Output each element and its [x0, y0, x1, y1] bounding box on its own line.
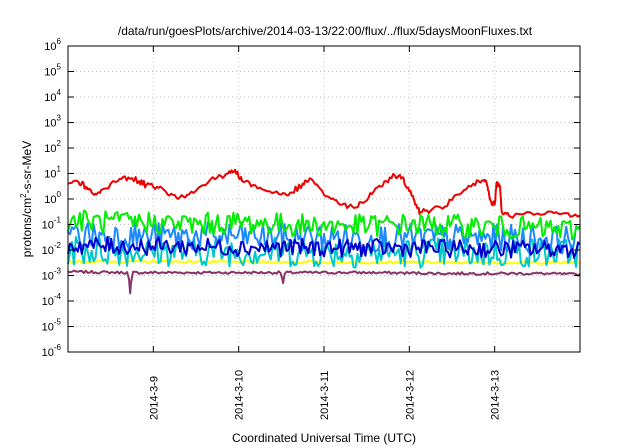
y-tick-label: 10-1	[42, 216, 62, 232]
y-tick-exp: -4	[54, 292, 62, 301]
y-tick-base: 10	[44, 194, 56, 206]
y-tick-base: 10	[42, 220, 54, 232]
x-tick-label: 2014-3-9	[148, 376, 160, 420]
y-axis: 10-610-510-410-310-210-11001011021031041…	[42, 37, 580, 359]
series-line	[67, 168, 581, 219]
y-tick-base: 10	[44, 41, 56, 53]
y-tick-label: 103	[44, 114, 61, 130]
y-tick-exp: 1	[57, 165, 62, 174]
y-tick-label: 10-4	[42, 292, 62, 308]
y-tick-base: 10	[42, 347, 54, 359]
y-tick-base: 10	[44, 169, 56, 181]
series-line	[67, 259, 581, 265]
y-axis-label-base: protons/cm	[20, 198, 34, 257]
y-tick-label: 104	[44, 88, 61, 104]
y-tick-exp: 3	[57, 114, 62, 123]
x-tick-label: 2014-3-11	[319, 371, 331, 420]
y-tick-label: 10-5	[42, 318, 62, 334]
x-tick-label: 2014-3-13	[490, 370, 502, 420]
series-line	[67, 269, 581, 295]
y-tick-exp: 4	[57, 88, 62, 97]
y-axis-label: protons/cm2-s-sr-MeV	[19, 141, 34, 257]
grid	[68, 46, 580, 352]
y-axis-label-sup: 2	[19, 193, 28, 198]
y-tick-exp: -1	[54, 216, 62, 225]
x-axis: 2014-3-9 2014-3-10 2014-3-11 2014-3-12 2014-…	[148, 46, 502, 420]
y-tick-base: 10	[44, 143, 56, 155]
y-tick-exp: 5	[57, 63, 62, 72]
y-tick-label: 102	[44, 139, 61, 155]
y-tick-exp: -6	[54, 343, 62, 352]
x-tick-label: 2014-3-12	[404, 370, 416, 420]
y-tick-base: 10	[42, 271, 54, 283]
x-tick-label: 2014-3-10	[234, 370, 246, 420]
y-tick-base: 10	[42, 245, 54, 257]
y-tick-label: 106	[44, 37, 61, 53]
y-tick-label: 10-3	[42, 267, 62, 283]
y-tick-base: 10	[44, 118, 56, 130]
y-tick-exp: 6	[57, 37, 62, 46]
y-tick-base: 10	[42, 322, 54, 334]
y-tick-base: 10	[44, 92, 56, 104]
y-tick-label: 100	[44, 190, 61, 206]
y-tick-exp: 2	[57, 139, 62, 148]
y-tick-label: 101	[44, 165, 61, 181]
series-line	[67, 236, 581, 259]
y-tick-label: 10-2	[42, 241, 62, 257]
series-group	[67, 168, 581, 295]
y-tick-label: 10-6	[42, 343, 62, 359]
y-tick-exp: -3	[54, 267, 62, 276]
y-tick-exp: -2	[54, 241, 62, 250]
y-tick-base: 10	[42, 296, 54, 308]
chart-title: /data/run/goesPlots/archive/2014-03-13/2…	[118, 24, 533, 38]
y-tick-base: 10	[44, 67, 56, 79]
y-axis-label-rest: -s-sr-MeV	[20, 141, 34, 194]
y-tick-exp: 0	[57, 190, 62, 199]
x-axis-label: Coordinated Universal Time (UTC)	[232, 431, 416, 445]
series-line	[67, 209, 581, 241]
y-tick-exp: -5	[54, 318, 62, 327]
y-tick-label: 105	[44, 63, 61, 79]
